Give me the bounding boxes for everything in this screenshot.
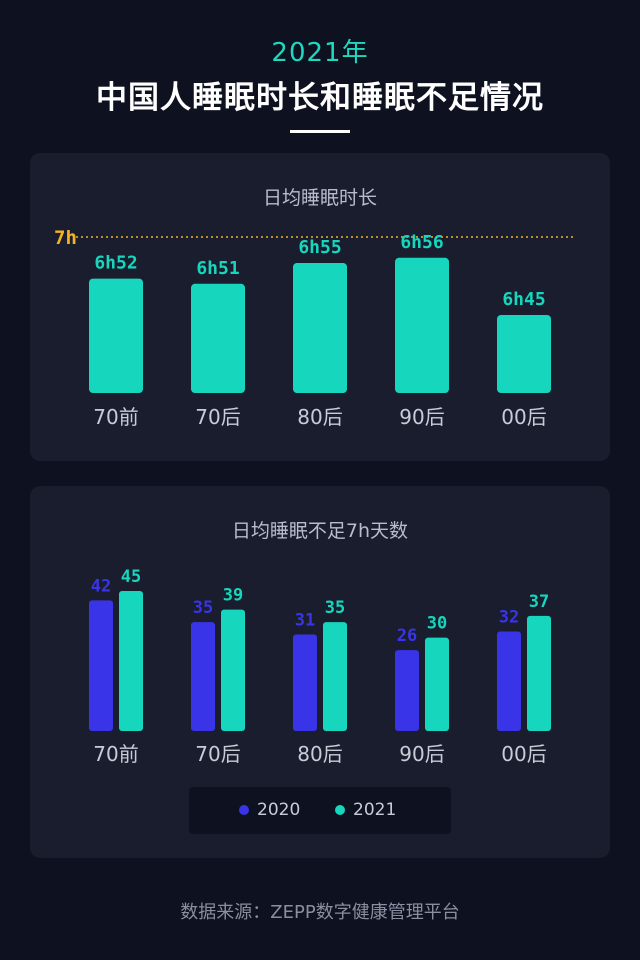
- legend-swatch-2021: [335, 805, 345, 815]
- category-label-3: 90后: [399, 405, 444, 429]
- category-label-4: 00后: [501, 405, 546, 429]
- bar-value-label-2021-0: 45: [121, 567, 141, 587]
- bar-2020-0: [89, 600, 113, 731]
- bar-value-label-2021-3: 30: [427, 614, 447, 634]
- category-label-0: 70前: [93, 405, 138, 429]
- bar-value-label-2021-1: 39: [223, 586, 243, 606]
- bar-1: [191, 283, 245, 393]
- bar-2021-3: [425, 637, 449, 731]
- reference-line-label: 7h: [54, 227, 77, 249]
- bar-value-label-1: 6h51: [196, 258, 239, 279]
- bar-2020-3: [395, 650, 419, 731]
- category-label-2: 80后: [297, 405, 342, 429]
- category-label-1: 70后: [195, 405, 240, 429]
- bar-4: [497, 315, 551, 393]
- bar-value-label-2021-4: 37: [529, 592, 549, 612]
- bar-2021-1: [221, 609, 245, 731]
- bar-2021-4: [527, 615, 551, 731]
- bar-0: [89, 278, 143, 393]
- bar-3: [395, 257, 449, 393]
- bar-value-label-2021-2: 35: [325, 598, 345, 618]
- bar-value-label-2020-0: 42: [91, 576, 111, 596]
- bar-2020-4: [497, 631, 521, 731]
- sleep-duration-card: 日均睡眠时长 7h 6h52 70前 6h51 70后 6h55 80后 6h56 90后 6h4…: [30, 153, 610, 461]
- data-source: 数据来源：ZEPP数字健康管理平台: [180, 902, 460, 923]
- bar-2020-2: [293, 634, 317, 731]
- category-label-4: 00后: [501, 742, 546, 766]
- bar-value-label-2020-1: 35: [193, 598, 213, 618]
- bar-value-label-0: 6h52: [94, 253, 137, 274]
- bar-value-label-3: 6h56: [400, 232, 443, 253]
- legend-label-2021: 2021: [353, 800, 397, 820]
- bar-value-label-2020-2: 31: [295, 611, 315, 631]
- category-label-0: 70前: [93, 742, 138, 766]
- category-label-3: 90后: [399, 742, 444, 766]
- bar-value-label-2: 6h55: [298, 237, 341, 258]
- sleep-duration-chart: 7h 6h52 70前 6h51 70后 6h55 80后 6h56 90后 6h45 00后: [54, 227, 576, 429]
- bar-value-label-2020-3: 26: [397, 626, 417, 646]
- page-title: 中国人睡眠时长和睡眠不足情况: [96, 80, 544, 116]
- chart-legend: 2020 2021: [189, 787, 451, 834]
- bar-2020-1: [191, 622, 215, 731]
- sleep-duration-chart-title: 日均睡眠时长: [262, 187, 377, 209]
- insufficient-sleep-chart: 42 45 70前 35 39 70后 31 35 80后 26 30 90后 32 37 00后: [89, 567, 551, 766]
- bar-value-label-2020-4: 32: [499, 607, 519, 627]
- legend-swatch-2020: [239, 805, 249, 815]
- legend-item-2020: 2020: [239, 800, 300, 820]
- bar-2021-0: [119, 591, 143, 731]
- insufficient-sleep-card: 日均睡眠不足7h天数 42 45 70前 35 39 70后 31 35 80后 26 30 90后 3…: [30, 486, 610, 858]
- bar-2021-2: [323, 622, 347, 731]
- category-label-1: 70后: [195, 742, 240, 766]
- legend-item-2021: 2021: [335, 800, 396, 820]
- year-label: 2021年: [271, 38, 369, 68]
- bar-2: [293, 262, 347, 393]
- title-divider: [290, 130, 350, 133]
- legend-label-2020: 2020: [257, 800, 301, 820]
- category-label-2: 80后: [297, 742, 342, 766]
- insufficient-sleep-chart-title: 日均睡眠不足7h天数: [231, 520, 409, 542]
- bar-value-label-4: 6h45: [502, 289, 545, 310]
